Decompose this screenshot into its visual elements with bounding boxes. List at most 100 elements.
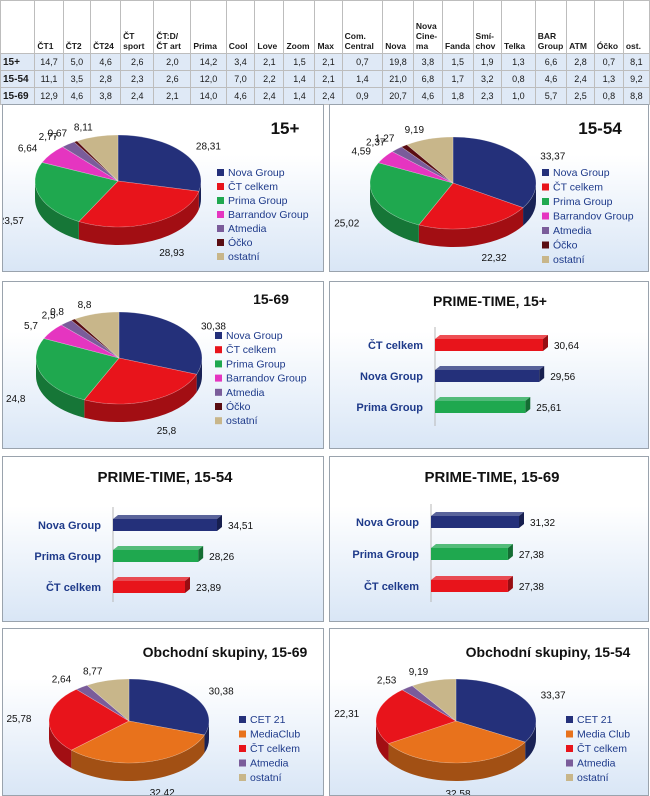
pie-chart-15plus: 28,31 28,93 23,57 6,642,770,67 8,11 Nova Grou…	[3, 119, 309, 263]
bar-ct-celkem	[435, 339, 543, 351]
table-cell: 2,4	[566, 70, 595, 88]
pie-value-label: 28,93	[159, 248, 184, 259]
bar-category-label: Nova Group	[360, 371, 423, 383]
bar-top	[113, 577, 190, 581]
column-header: Prima	[190, 0, 227, 54]
pie-slice-nova-group	[118, 311, 203, 375]
bar-category-label: Prima Group	[352, 549, 419, 561]
pie-panel-business-15-54: 33,37 32,58 22,31 2,53 9,19 CET 21 Media Club Č…	[329, 628, 649, 796]
legend-swatch	[215, 374, 222, 382]
bar-ct-celkem	[113, 581, 185, 593]
legend-label: Prima Group	[226, 358, 286, 370]
legend-swatch	[217, 225, 224, 232]
table-cell: 2,4	[254, 87, 285, 105]
bar-end	[507, 544, 513, 560]
bar-category-label: Nova Group	[356, 517, 419, 529]
legend-swatch	[215, 388, 222, 396]
bar-end	[507, 576, 513, 592]
column-header: Óčko	[593, 0, 624, 54]
pie-value-label: 25,8	[157, 426, 177, 437]
pie-slice-ostatni	[406, 136, 454, 184]
table-cell: 3,5	[62, 70, 92, 88]
pie-value-label: 2,53	[377, 675, 397, 686]
legend-swatch	[217, 197, 224, 204]
table-cell: 1,9	[472, 53, 503, 71]
table-cell: 6,6	[534, 53, 568, 71]
pie-chart-business-15-69: 30,38 32,42 25,78 2,64 8,77 CET 21 MediaClubČT…	[6, 644, 307, 795]
pie-value-label: 2,5	[42, 310, 56, 321]
pie-value-label: 33,37	[541, 690, 566, 701]
pie-value-label: 22,31	[334, 709, 359, 720]
legend-label: ČT celkem	[577, 742, 627, 755]
column-header: ČT:D/ČT art	[153, 0, 192, 54]
bar-top	[431, 544, 513, 548]
pie-value-label: 2,64	[52, 675, 72, 686]
table-cell: 4,6	[534, 70, 568, 88]
pie-value-label: 2,77	[39, 132, 59, 143]
table-cell: 2,8	[566, 53, 595, 71]
pie-slice-side	[376, 721, 389, 762]
table-cell: 5,7	[534, 87, 568, 105]
bar-end	[184, 577, 190, 593]
table-cell: 4,6	[225, 87, 256, 105]
bar-prima-group	[113, 550, 199, 562]
table-cell: 2,0	[153, 53, 192, 71]
pie-slice-prima-group	[34, 162, 119, 222]
table-cell: 8,8	[622, 87, 650, 105]
table-cell: 12,9	[34, 87, 64, 105]
column-header: ČT2	[62, 0, 92, 54]
pie-value-label: 4,59	[351, 147, 371, 158]
column-header: ATM	[566, 0, 595, 54]
bar-value-label: 25,61	[536, 403, 561, 414]
pie-slice-media-club	[387, 720, 526, 764]
table-cell: 1,3	[501, 53, 536, 71]
pie-slice-atmedia	[61, 141, 119, 182]
pie-slice-atmedia	[60, 319, 120, 359]
table-cell: 1,7	[441, 70, 474, 88]
legend-swatch	[566, 774, 573, 781]
bar-top	[431, 576, 513, 580]
column-header: Smí-chov	[472, 0, 503, 54]
pie-slice-ostatni	[86, 678, 130, 722]
pie-value-label: 9,19	[405, 125, 425, 136]
pie-slice-atmedia	[401, 685, 457, 722]
table-cell: 2,1	[153, 87, 192, 105]
table-row: 15+ 14,7 5,0 4,6 2,6 2,0 14,2 3,4 2,1 1,5 2,1 0,7 19…	[0, 53, 650, 71]
table-cell: 2,6	[153, 70, 192, 88]
legend-label: Barrandov Group	[228, 209, 309, 221]
pie-slice-ostatni	[411, 678, 457, 722]
table-cell: 3,2	[472, 70, 503, 88]
row-group-label: 15-69	[0, 87, 36, 105]
legend-swatch	[215, 403, 222, 410]
legend-label: ČT celkem	[228, 180, 278, 193]
table-cell: 20,7	[382, 87, 414, 105]
legend-label: CET 21	[250, 714, 286, 726]
bar-value-label: 30,64	[554, 341, 579, 352]
table-cell: 2,1	[314, 53, 343, 71]
pie-slice-ct-celkem	[418, 182, 524, 230]
legend-label: Nova Group	[553, 167, 610, 179]
pie-slice-side	[418, 207, 524, 247]
table-cell: 2,2	[254, 70, 285, 88]
pie-slice-ostatni	[74, 311, 120, 359]
table-cell: 0,7	[593, 53, 624, 71]
table-cell: 6,8	[412, 70, 443, 88]
legend-swatch	[542, 212, 549, 220]
legend-label: CET 21	[577, 714, 613, 726]
legend-label: Nova Group	[226, 330, 283, 342]
legend-swatch	[566, 745, 573, 752]
table-cell: 1,8	[441, 87, 474, 105]
bar-end	[525, 397, 531, 413]
pie-slice-barrandov-group	[377, 151, 454, 184]
bar-nova-group	[113, 519, 217, 531]
legend-swatch	[215, 360, 222, 368]
legend-label: Óčko	[226, 400, 251, 413]
legend-swatch	[239, 745, 246, 752]
pie-slice-side	[523, 183, 536, 226]
table-row: 15-69 12,9 4,6 3,8 2,4 2,1 14,0 4,6 2,4 1,4 2,4 0,9…	[0, 87, 650, 105]
bar-panel-prime-15-69: Nova Group 31,32 Prima Group 27,38 ČT celkem…	[329, 456, 649, 622]
legend-label: Prima Group	[228, 195, 288, 207]
table-cell: 2,3	[120, 70, 155, 88]
chart-title: 15-54	[578, 119, 622, 138]
pie-value-label: 8,11	[74, 123, 93, 134]
